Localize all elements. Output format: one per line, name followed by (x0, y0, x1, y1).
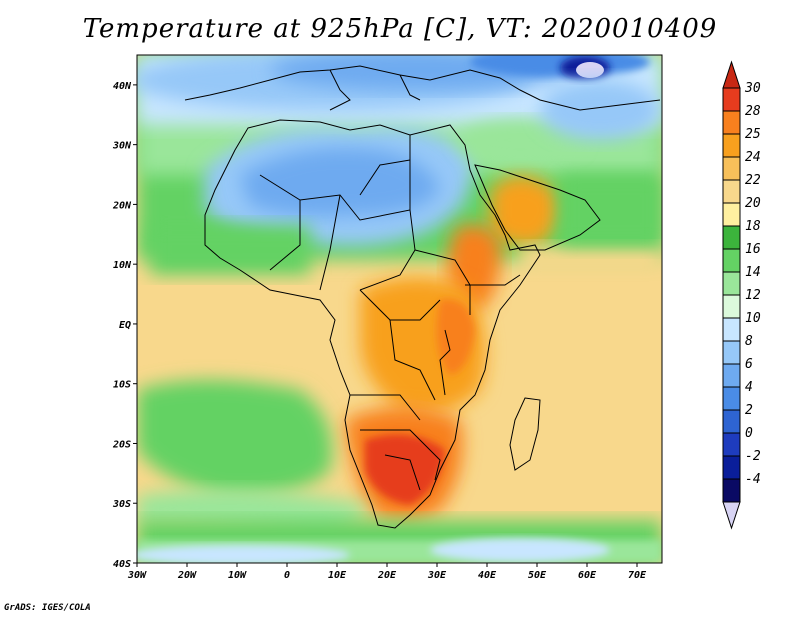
colorbar-label: 2 (745, 403, 753, 418)
colorbar-label: 20 (745, 196, 761, 211)
lat-tick-label: EQ (119, 320, 131, 331)
grads-credit: GrADS: IGES/COLA (4, 603, 91, 613)
colorbar-swatch (722, 455, 741, 480)
colorbar-swatch (722, 386, 741, 411)
colorbar-swatch (722, 225, 741, 250)
colorbar-label: 12 (745, 288, 761, 303)
colorbar-bottom-triangle (722, 501, 741, 530)
lon-tick-label: 70E (628, 570, 647, 581)
lon-tick-label: 0 (284, 570, 290, 581)
colorbar-swatch (722, 271, 741, 296)
colorbar-label: 30 (744, 81, 761, 96)
colorbar-swatch (722, 87, 741, 112)
colorbar-label: 8 (745, 334, 753, 349)
map-frame (136, 54, 663, 564)
colorbar-swatch (722, 432, 741, 457)
lon-tick-label: 20W (177, 570, 197, 581)
colorbar-swatch (722, 110, 741, 135)
lat-tick-label: 40N (113, 81, 132, 92)
lat-tick-label: 30N (112, 141, 132, 152)
lon-tick-label: 10W (228, 570, 247, 581)
colorbar-label: 22 (745, 173, 761, 188)
lon-tick-label: 30E (427, 570, 447, 581)
temperature-field (137, 55, 662, 563)
lat-tick-label: 10N (113, 260, 132, 271)
colorbar-swatch (722, 363, 741, 388)
lat-tick-label: 10S (113, 380, 131, 391)
map-title: Temperature at 925hPa [C], VT: 202001040… (82, 14, 718, 44)
colorbar-label: 25 (745, 127, 761, 142)
colorbar-label: 6 (745, 357, 753, 372)
colorbar-swatch (722, 133, 741, 158)
colorbar-swatch (722, 317, 741, 342)
colorbar-swatch (722, 478, 741, 503)
colorbar-swatch (722, 156, 741, 181)
arabia-coastline (474, 164, 601, 251)
colorbar-swatch (722, 248, 741, 273)
colorbar-top-triangle (722, 60, 741, 89)
africa-coastline (204, 119, 541, 529)
country-borders (184, 65, 661, 529)
lon-tick-label: 40E (478, 570, 497, 581)
lat-tick-label: 20N (112, 200, 132, 211)
colorbar-label: 28 (745, 104, 761, 119)
axes: 30W 20W 10W 0 10E 20E 30E 40E 50E 60E 70E 40N 30N 20N… (112, 81, 647, 581)
lon-tick-label: 20E (377, 570, 397, 581)
colorbar-label: 24 (745, 150, 761, 165)
colorbar-label: -2 (745, 449, 761, 464)
lat-tick-label: 40S (113, 559, 131, 570)
colorbar-label: 4 (745, 380, 753, 395)
colorbar-swatch (722, 202, 741, 227)
lon-tick-label: 30W (127, 570, 147, 581)
madagascar-coastline (509, 397, 541, 471)
colorbar-label: 14 (745, 265, 761, 280)
colorbar-swatch (722, 294, 741, 319)
colorbar-label: -4 (745, 472, 761, 487)
lat-tick-label: 20S (112, 439, 131, 450)
colorbar-label: 10 (745, 311, 761, 326)
lon-tick-label: 60E (578, 570, 597, 581)
colorbar-swatch (722, 340, 741, 365)
colorbar-label: 18 (745, 219, 761, 234)
lat-tick-label: 30S (112, 499, 131, 510)
colorbar-swatch (722, 179, 741, 204)
colorbar-swatch (722, 409, 741, 434)
lon-tick-label: 50E (528, 570, 547, 581)
colorbar-label: 0 (745, 426, 753, 441)
colorbar-label: 16 (745, 242, 761, 257)
lon-tick-label: 10E (328, 570, 347, 581)
